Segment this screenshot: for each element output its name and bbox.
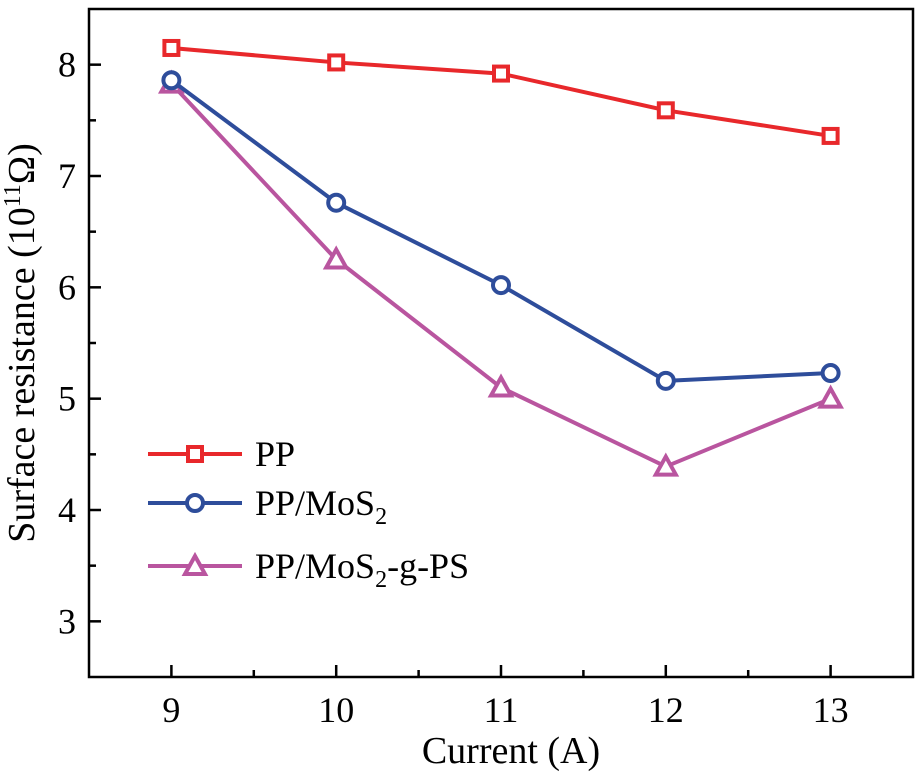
data-point-pp-mos2-g-ps — [487, 373, 515, 398]
data-point-pp — [821, 126, 840, 145]
series-line-pp — [171, 45, 831, 138]
y-tick-label: 7 — [58, 156, 76, 196]
data-point-pp — [162, 38, 181, 57]
legend: PP PP/MoS2 PP/MoS2-g-PS — [148, 434, 469, 593]
x-tick-label: 9 — [162, 690, 180, 730]
series-layer — [158, 38, 844, 477]
data-point-pp-mos2 — [491, 275, 511, 296]
legend-marker — [186, 445, 204, 463]
legend-label: PP/MoS2 — [255, 483, 387, 530]
data-point-pp-mos2 — [820, 363, 841, 384]
data-point-pp — [492, 64, 510, 83]
data-point-pp-mos2 — [161, 70, 182, 91]
series-pp-mos2-g-ps — [158, 69, 844, 477]
legend-label: PP — [255, 434, 295, 474]
y-axis-ticks: 3 4 5 6 7 8 — [58, 45, 101, 641]
legend-item-pp: PP — [148, 434, 295, 474]
data-point-pp-mos2 — [655, 370, 676, 391]
x-tick-label: 11 — [484, 690, 519, 730]
x-axis-label: Current (A) — [422, 730, 600, 772]
data-point-pp-mos2 — [326, 192, 347, 213]
data-point-pp-mos2-g-ps — [652, 452, 680, 477]
y-axis-label: Surface resistance (1011Ω) — [0, 143, 43, 543]
legend-item-pp-mos2: PP/MoS2 — [148, 483, 387, 530]
y-tick-label: 3 — [58, 601, 76, 641]
series-line-pp-mos2 — [170, 78, 831, 383]
series-pp — [162, 38, 840, 145]
y-axis-label-exponent: 11 — [0, 184, 26, 207]
data-point-pp-mos2-g-ps — [817, 384, 844, 409]
x-axis-ticks: 9 10 11 12 13 — [162, 665, 849, 730]
y-tick-label: 6 — [58, 267, 76, 307]
y-tick-label: 5 — [58, 379, 76, 419]
legend-marker — [185, 493, 205, 513]
data-point-pp-mos2-g-ps — [322, 245, 350, 270]
y-axis-label-unit: Ω) — [1, 143, 43, 184]
y-axis-label-main: Surface resistance (10 — [1, 207, 43, 543]
y-tick-label: 4 — [58, 490, 76, 530]
legend-marker — [181, 551, 209, 576]
y-tick-label: 8 — [58, 45, 76, 85]
series-pp-mos2 — [161, 70, 841, 391]
x-tick-label: 13 — [813, 690, 849, 730]
x-tick-label: 12 — [648, 690, 684, 730]
x-tick-label: 10 — [318, 690, 354, 730]
legend-item-pp-mos2-g-ps: PP/MoS2-g-PS — [148, 546, 469, 593]
series-line-pp-mos2-g-ps — [169, 82, 832, 469]
legend-label: PP/MoS2-g-PS — [255, 546, 469, 593]
data-point-pp — [656, 101, 675, 120]
data-point-pp — [327, 53, 346, 72]
